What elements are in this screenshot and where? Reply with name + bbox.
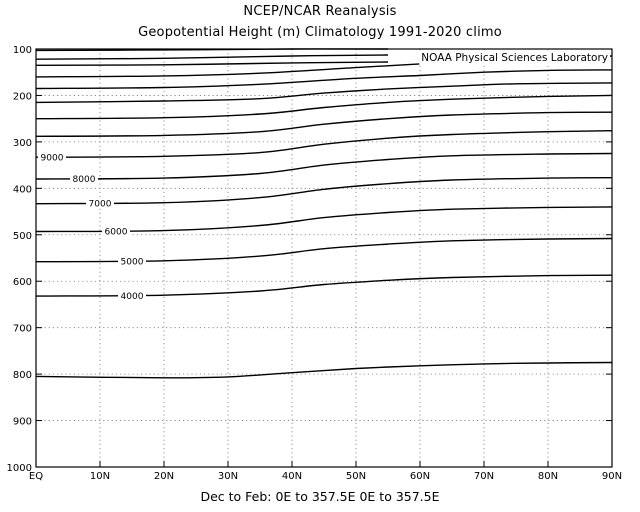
x-axis-ticks: EQ 10N 20N 30N 40N 50N 60N 70N 80N 90N — [29, 461, 622, 482]
contour-label: 4000 — [121, 292, 144, 302]
contour-line — [35, 69, 613, 90]
contour-label-bg — [38, 152, 66, 163]
y-tick-label: 700 — [13, 324, 32, 335]
x-tick-label: 60N — [410, 471, 430, 482]
contour-label: 9000 — [41, 154, 64, 164]
x-tick-label: 20N — [154, 471, 174, 482]
contour-label: 6000 — [105, 227, 128, 237]
footer-caption: Dec to Feb: 0E to 357.5E 0E to 357.5E — [200, 489, 440, 504]
grid-lines — [36, 49, 612, 467]
contour-label-bg — [118, 290, 146, 301]
contour-label-bg — [118, 256, 146, 267]
y-tick-label: 1000 — [7, 463, 32, 474]
contour-label-bg — [102, 225, 130, 236]
contour-labels: 9000 8000 7000 6000 5000 4000 — [38, 152, 146, 302]
contour-line — [35, 54, 389, 60]
y-tick-label: 800 — [13, 370, 32, 381]
chart-title: NCEP/NCAR Reanalysis — [243, 4, 397, 19]
contour-line — [35, 361, 613, 379]
chart-subtitle: Geopotential Height (m) Climatology 1991… — [138, 25, 502, 40]
contour-label-bg — [70, 173, 98, 184]
y-tick-label: 300 — [13, 138, 32, 149]
credit-label: NOAA Physical Sciences Laboratory — [421, 52, 608, 64]
x-tick-label: 70N — [474, 471, 494, 482]
contour-line — [35, 206, 613, 233]
contour-line — [35, 177, 613, 205]
x-tick-label: 80N — [538, 471, 558, 482]
contour-label: 7000 — [89, 200, 112, 210]
y-tick-label: 200 — [13, 91, 32, 102]
contour-line — [35, 82, 613, 104]
x-tick-label: 50N — [346, 471, 366, 482]
x-tick-label: EQ — [29, 471, 43, 482]
contour-line — [35, 152, 613, 180]
contour-line — [35, 130, 613, 158]
x-tick-label: 40N — [282, 471, 302, 482]
contour-lines — [35, 48, 613, 379]
contour-line — [35, 274, 613, 297]
y-tick-label: 100 — [13, 45, 32, 56]
contour-line — [35, 111, 613, 137]
contour-line — [35, 237, 613, 263]
contour-label: 5000 — [121, 258, 144, 268]
y-axis-ticks: 100 200 300 400 500 600 700 800 900 1000 — [7, 45, 612, 474]
y-tick-label: 900 — [13, 417, 32, 428]
contour-line — [35, 61, 389, 66]
x-tick-label: 10N — [90, 471, 110, 482]
contour-label-bg — [86, 198, 114, 209]
plot-frame — [35, 48, 613, 468]
contour-line — [35, 94, 613, 120]
y-tick-label: 400 — [13, 184, 32, 195]
y-tick-label: 500 — [13, 231, 32, 242]
x-tick-label: 90N — [602, 471, 622, 482]
credit-label-bg — [419, 51, 610, 65]
y-tick-label: 600 — [13, 277, 32, 288]
contour-label: 8000 — [73, 175, 96, 185]
x-tick-label: 30N — [218, 471, 238, 482]
